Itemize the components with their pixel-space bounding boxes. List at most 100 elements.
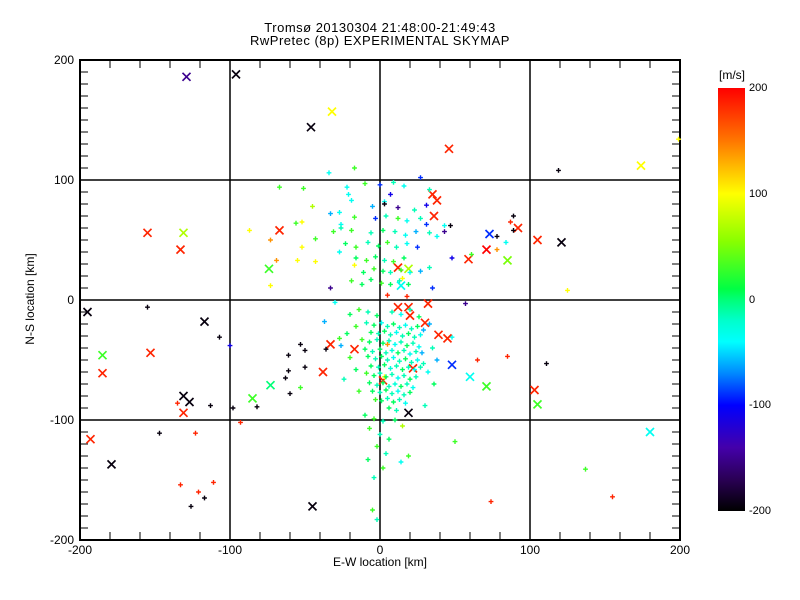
colorbar-tick-label: 0	[749, 293, 756, 306]
data-point-plus	[452, 439, 458, 444]
data-point-plus	[404, 381, 410, 387]
data-point-cross	[264, 264, 274, 274]
data-point-plus	[449, 334, 455, 340]
data-point-plus	[380, 465, 386, 471]
data-point-plus	[388, 270, 393, 275]
data-point-plus	[349, 228, 354, 233]
data-point-plus	[385, 324, 390, 329]
data-point-plus	[565, 288, 570, 293]
data-point-cross	[423, 298, 433, 309]
data-point-plus	[382, 328, 387, 334]
colorbar-tick-label: 200	[749, 82, 768, 94]
data-point-plus	[392, 342, 398, 347]
data-point-plus	[398, 267, 404, 273]
data-point-plus	[313, 236, 318, 242]
data-point-plus	[385, 240, 390, 245]
data-point-plus	[359, 337, 365, 342]
data-point-plus	[388, 282, 393, 287]
data-point-plus	[370, 507, 375, 513]
data-point-plus	[544, 361, 549, 366]
data-point-plus	[238, 420, 243, 425]
data-point-plus	[434, 234, 440, 239]
data-point-plus	[365, 240, 371, 245]
data-point-plus	[389, 348, 395, 353]
data-point-plus	[254, 404, 260, 410]
data-point-plus	[392, 417, 398, 423]
data-point-plus	[409, 360, 414, 365]
data-point-cross	[532, 235, 543, 245]
data-point-plus	[328, 211, 333, 216]
data-point-plus	[352, 165, 357, 171]
data-point-cross	[82, 307, 93, 317]
data-point-cross	[420, 318, 430, 328]
x-tick-label: -200	[68, 543, 92, 557]
data-point-plus	[400, 276, 405, 281]
data-point-plus	[298, 385, 303, 390]
data-point-plus	[406, 331, 411, 336]
data-point-plus	[374, 517, 380, 522]
data-point-plus	[367, 380, 372, 386]
data-point-plus	[353, 244, 359, 250]
data-point-cross	[432, 195, 442, 206]
data-point-plus	[418, 268, 423, 274]
data-point-plus	[389, 309, 395, 315]
data-point-plus	[371, 373, 377, 378]
data-point-cross	[178, 228, 189, 238]
data-point-plus	[188, 504, 194, 509]
data-point-plus	[175, 400, 180, 406]
data-point-cross	[403, 408, 414, 418]
x-tick-label: 0	[377, 543, 384, 557]
data-point-plus	[380, 340, 386, 346]
data-point-plus	[374, 313, 380, 318]
data-point-plus	[389, 391, 395, 396]
data-point-plus	[326, 170, 332, 176]
y-tick-label: 100	[54, 173, 74, 187]
data-point-plus	[347, 355, 353, 360]
data-point-cross	[433, 330, 444, 340]
data-point-plus	[373, 216, 378, 221]
y-axis-label: N-S location [km]	[23, 253, 37, 345]
data-point-cross	[325, 339, 336, 350]
data-point-plus	[382, 362, 387, 368]
data-point-cross	[97, 368, 108, 378]
data-point-plus	[412, 207, 417, 213]
data-point-plus	[407, 270, 413, 275]
data-point-plus	[422, 403, 428, 408]
data-point-plus	[494, 247, 500, 252]
data-point-plus	[302, 348, 308, 353]
data-point-plus	[356, 307, 362, 312]
data-point-plus	[556, 168, 561, 173]
data-point-plus	[383, 213, 389, 219]
data-point-plus	[395, 205, 401, 210]
data-point-plus	[353, 367, 359, 372]
data-point-plus	[407, 351, 413, 357]
data-point-plus	[610, 494, 615, 500]
data-point-cross	[265, 380, 276, 390]
data-point-plus	[407, 307, 413, 312]
data-point-plus	[394, 363, 399, 369]
data-point-cross	[97, 350, 108, 360]
data-point-cross	[429, 211, 439, 221]
data-point-plus	[379, 354, 384, 359]
data-point-plus	[676, 136, 681, 142]
y-tick-label: -200	[50, 533, 74, 547]
data-point-plus	[377, 346, 383, 352]
data-point-plus	[371, 322, 377, 328]
data-point-plus	[401, 183, 407, 189]
data-point-plus	[337, 210, 342, 215]
data-point-plus	[230, 405, 236, 411]
data-point-plus	[505, 354, 510, 359]
data-point-plus	[376, 331, 381, 336]
data-point-plus	[400, 423, 405, 429]
data-point-plus	[475, 357, 480, 363]
data-point-plus	[367, 426, 372, 431]
data-point-plus	[400, 367, 405, 372]
data-point-plus	[413, 374, 419, 380]
data-point-plus	[488, 499, 494, 504]
data-point-plus	[299, 219, 305, 225]
data-point-plus	[208, 403, 213, 408]
data-point-cross	[481, 244, 492, 255]
data-point-plus	[424, 202, 429, 208]
data-point-plus	[379, 398, 384, 404]
data-point-cross	[178, 408, 189, 418]
